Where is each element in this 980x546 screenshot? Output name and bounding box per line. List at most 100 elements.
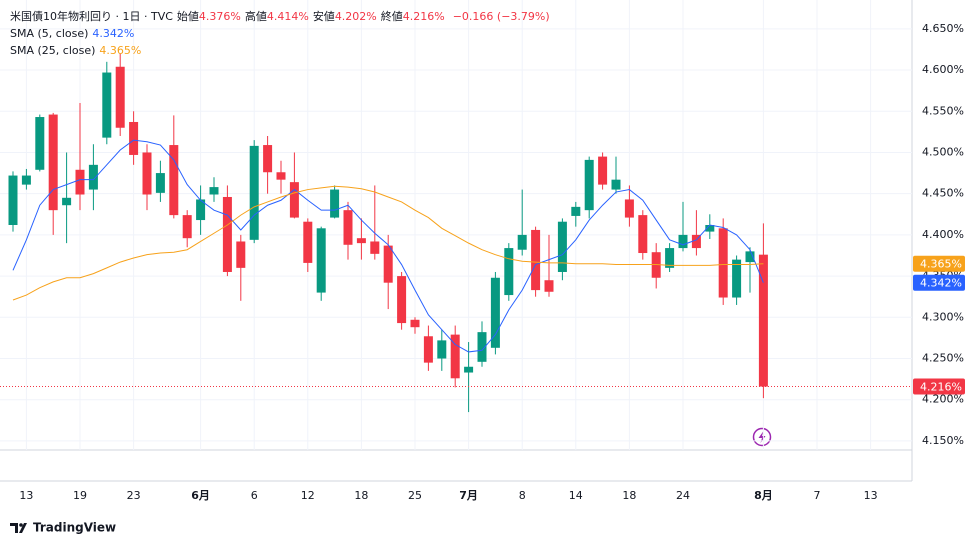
x-tick-label: 25 (408, 489, 422, 502)
indicator-row: SMA (25, close) 4.365% (10, 42, 554, 59)
candle-body (544, 280, 554, 292)
candle-body (62, 197, 72, 206)
y-tick-label: 4.150% (922, 434, 964, 447)
value-badge (913, 274, 965, 291)
candle-body (584, 159, 594, 211)
candle-body (343, 210, 353, 245)
plot: 4.150%4.200%4.250%4.300%4.350%4.400%4.45… (0, 22, 965, 502)
candle-body (705, 225, 715, 232)
y-tick-label: 4.450% (922, 187, 964, 200)
candle-body (263, 145, 273, 173)
candle-body (410, 319, 420, 328)
candle-body (356, 238, 366, 244)
x-tick-label: 13 (864, 489, 878, 502)
y-tick-label: 4.400% (922, 228, 964, 241)
x-tick-label: 23 (127, 489, 141, 502)
flash-icon[interactable] (752, 427, 772, 447)
y-tick-label: 4.300% (922, 310, 964, 323)
candle-body (330, 189, 340, 218)
y-tick-label: 4.550% (922, 104, 964, 117)
candle-body (303, 221, 313, 263)
candle-body (102, 72, 112, 138)
price-badge (913, 378, 965, 395)
candle-body (129, 121, 139, 155)
x-tick-label: 18 (354, 489, 368, 502)
candle-body (21, 175, 31, 185)
grid (0, 0, 912, 450)
candle-body (517, 234, 527, 250)
candle-body (75, 169, 85, 195)
candle-body (423, 336, 433, 363)
candle-body (236, 241, 246, 268)
candle-body (209, 187, 219, 195)
indicator-value: 4.365% (99, 44, 142, 57)
candle-body (598, 156, 608, 185)
x-tick-label: 8月 (754, 489, 773, 502)
candle-body (48, 114, 58, 211)
x-tick-label: 24 (676, 489, 690, 502)
candle-body (142, 152, 152, 195)
indicator-row: SMA (5, close) 4.342% (10, 25, 554, 42)
candle-body (611, 179, 621, 190)
candle-body (504, 248, 514, 296)
x-tick-label: 18 (622, 489, 636, 502)
candle-body (678, 234, 688, 249)
candle-body (638, 215, 648, 254)
candle-body (745, 251, 755, 263)
candle-body (464, 366, 474, 373)
y-tick-label: 4.500% (922, 145, 964, 158)
x-tick-label: 12 (301, 489, 315, 502)
candle-body (477, 332, 487, 362)
candle-body (450, 334, 460, 379)
candle-body (249, 145, 259, 240)
y-tick-label: 4.600% (922, 63, 964, 76)
candle-body (531, 229, 541, 291)
candle-body (571, 206, 581, 216)
indicator-name: SMA (5, close) (10, 27, 89, 40)
x-tick-label: 7月 (459, 489, 478, 502)
x-tick-label: 13 (19, 489, 33, 502)
brand-logo[interactable] (10, 523, 27, 533)
stat-name: 始値 (176, 10, 199, 23)
candle-body (490, 277, 500, 348)
candle-body (8, 175, 18, 225)
candle-body (557, 221, 567, 272)
y-tick-label: 4.200% (922, 393, 964, 406)
ohlc-row: 米国債10年物利回り · 1日 · TVC 始値4.376% 高値4.414% 安値4… (10, 8, 554, 25)
candle-body (155, 173, 165, 193)
stat-name: 高値 (244, 10, 267, 23)
indicator-name: SMA (25, close) (10, 44, 96, 57)
candle-body (35, 117, 45, 170)
stat-value: 4.376% (198, 10, 241, 23)
stat-name: 安値 (312, 10, 335, 23)
candle-body (758, 254, 768, 387)
candle-body (222, 196, 232, 272)
candle-body (276, 172, 286, 180)
x-tick-label: 14 (569, 489, 583, 502)
indicator-value: 4.342% (92, 27, 135, 40)
candle-body (732, 259, 742, 298)
candle-body (289, 182, 299, 218)
y-tick-label: 4.250% (922, 352, 964, 365)
x-tick-label: 7 (814, 489, 821, 502)
legend: 米国債10年物利回り · 1日 · TVC 始値4.376% 高値4.414% 安値4… (10, 8, 554, 59)
candle-body (115, 66, 125, 128)
candle-body (196, 199, 206, 221)
candle-body (316, 228, 326, 293)
value-badge-label: 4.365% (920, 258, 962, 271)
candle-body (169, 145, 179, 216)
candle-body (665, 248, 675, 268)
value-badge-label: 4.342% (920, 277, 962, 290)
change: −0.166 (−3.79%) (452, 10, 550, 23)
stat-value: 4.216% (402, 10, 445, 23)
stats: 始値4.376% 高値4.414% 安値4.202% 終値4.216% (177, 10, 449, 23)
candle-body (383, 245, 393, 283)
candle-body (370, 241, 380, 254)
candle-body (691, 234, 701, 249)
sma-line (12, 185, 764, 301)
stat-value: 4.202% (334, 10, 377, 23)
candle-body (182, 215, 192, 239)
stat-value: 4.414% (266, 10, 309, 23)
